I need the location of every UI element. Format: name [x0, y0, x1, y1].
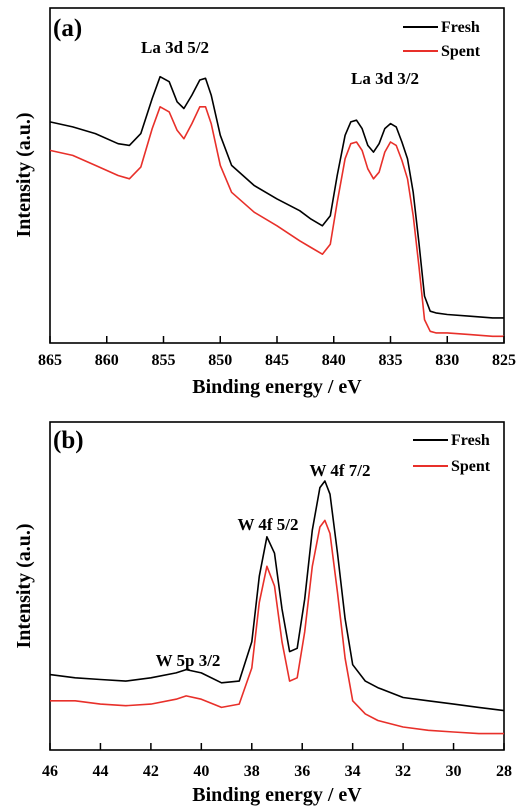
panel-a-y-axis-label: Intensity (a.u.): [13, 112, 35, 237]
x-tick-label: 46: [42, 763, 58, 780]
x-tick-label: 860: [95, 352, 119, 369]
x-tick-label: 845: [265, 352, 289, 369]
annotation-w-4f-5-2: W 4f 5/2: [237, 515, 298, 534]
x-tick-label: 36: [294, 763, 310, 780]
panel-b-legend: Fresh Spent: [413, 432, 491, 475]
x-tick-label: 30: [446, 763, 462, 780]
annotation-w-4f-7-2: W 4f 7/2: [309, 461, 370, 480]
x-tick-label: 825: [492, 352, 516, 369]
x-tick-label: 850: [208, 352, 232, 369]
series-line-fresh: [49, 75, 504, 319]
panel-a-x-axis-label: Binding energy / eV: [192, 376, 362, 398]
legend-spent-label: Spent: [441, 43, 481, 60]
series-line-spent: [49, 106, 504, 338]
legend-fresh-label: Fresh: [441, 19, 480, 36]
panel-a-label: (a): [53, 15, 82, 42]
panel-b-label: (b): [53, 427, 84, 454]
panel-b-curves: [49, 480, 505, 735]
panel-b-annotations: W 5p 3/2 W 4f 5/2 W 4f 7/2: [156, 461, 371, 670]
panel-b-frame: [49, 421, 505, 751]
series-line-spent: [50, 519, 504, 735]
legend-fresh-label: Fresh: [451, 432, 490, 449]
x-tick-label: 865: [38, 352, 62, 369]
panel-b-x-axis-label: Binding energy / eV: [192, 784, 362, 806]
x-tick-label: 32: [395, 763, 411, 780]
annotation-la-3d-5-2: La 3d 5/2: [141, 38, 209, 57]
legend-spent-label: Spent: [451, 458, 491, 475]
panel-a-legend: Fresh Spent: [403, 19, 481, 60]
x-tick-label: 44: [92, 763, 108, 780]
x-tick-label: 830: [435, 352, 459, 369]
x-tick-label: 42: [143, 763, 159, 780]
x-tick-label: 34: [345, 763, 361, 780]
panel-b-y-axis-label: Intensity (a.u.): [13, 523, 35, 648]
x-tick-label: 840: [322, 352, 346, 369]
panel-a: 865 860 855 850 845 840 835 830 825 (a) La 3d 5/…: [13, 7, 516, 398]
annotation-la-3d-3-2: La 3d 3/2: [351, 69, 419, 88]
series-line-fresh: [49, 480, 505, 712]
x-tick-label: 835: [379, 352, 403, 369]
panel-b-x-ticks: 46 44 42 40 38 36 34 32 30 28: [42, 743, 512, 780]
x-tick-label: 855: [152, 352, 176, 369]
annotation-w-5p-3-2: W 5p 3/2: [156, 651, 221, 670]
panel-b: 46 44 42 40 38 36 34 32 30 28 (b) W 5p 3/2 W 4f 5…: [13, 421, 512, 806]
x-tick-label: 40: [193, 763, 209, 780]
x-tick-label: 38: [244, 763, 260, 780]
panel-a-curves: [49, 75, 504, 338]
panel-a-annotations: La 3d 5/2 La 3d 3/2: [141, 38, 419, 88]
x-tick-label: 28: [496, 763, 512, 780]
panel-a-x-ticks: 865 860 855 850 845 840 835 830 825: [38, 336, 516, 369]
